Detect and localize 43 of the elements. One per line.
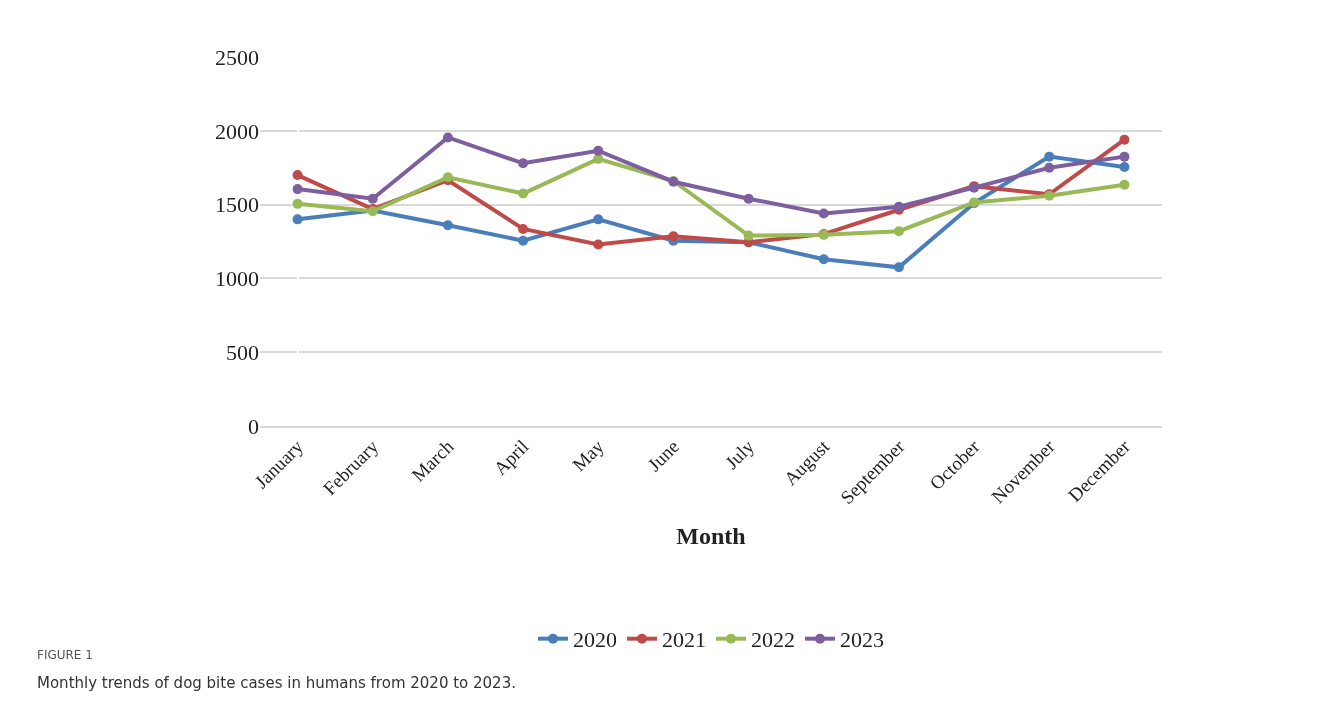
point [1119,179,1130,190]
legend-label: 2022 [751,627,795,653]
point [518,158,529,169]
y-tick-label: 500 [226,339,259,365]
legend-label: 2023 [840,627,884,653]
y-tick-label: 0 [248,413,259,439]
point [1119,161,1130,172]
point [1044,151,1055,162]
point [518,235,529,246]
point [292,214,303,225]
caption: FIGURE 1 [37,648,93,662]
point [818,254,829,265]
y-tick-label: 1000 [215,266,259,292]
y-tick-label: 2500 [215,44,259,70]
point [442,132,453,143]
point [292,198,303,209]
text: Monthly trends of dog bite cases in humans from 2020 to 2023. [37,674,516,692]
point [893,226,904,237]
point [292,184,303,195]
legend-label: 2021 [662,627,706,653]
point [593,239,604,250]
x-tick-label: May [568,435,609,476]
point [367,193,378,204]
point [668,231,679,242]
point [893,262,904,273]
point [1044,162,1055,173]
point [518,188,529,199]
point [743,193,754,204]
point [593,214,604,225]
legend-label: 2020 [573,627,617,653]
point [442,220,453,231]
point [292,170,303,181]
x-tick-label: June [643,435,683,476]
x-axis-title: Month [676,522,746,549]
point [1119,134,1130,145]
point [593,145,604,156]
point [518,223,529,234]
y-tick-label: 1500 [215,192,259,218]
point [743,230,754,241]
x-tick-label: July [720,435,759,473]
y-tick-label: 2000 [215,118,259,144]
point [1119,151,1130,162]
point [818,208,829,219]
